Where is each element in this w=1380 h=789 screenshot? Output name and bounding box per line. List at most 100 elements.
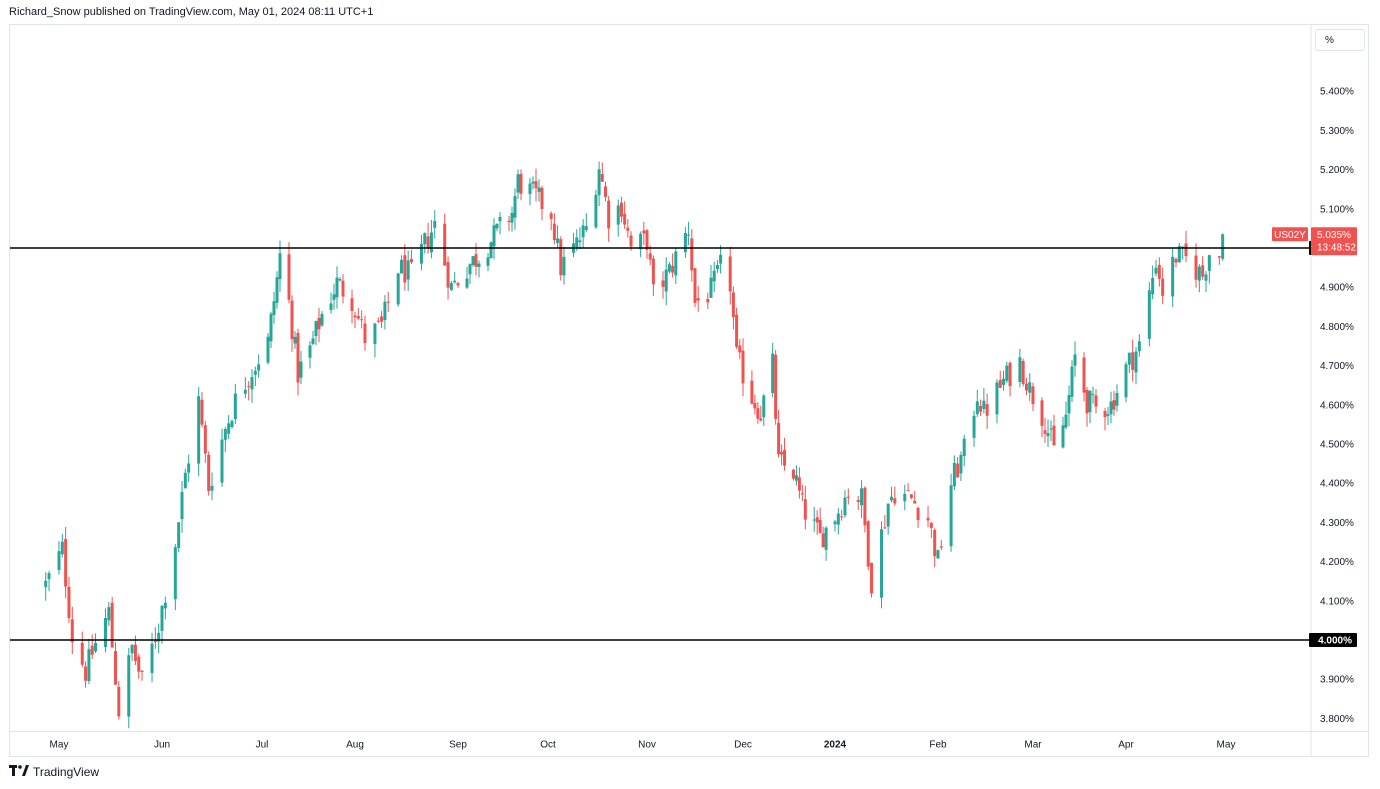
candle-body[interactable] [998, 379, 1002, 388]
candle-body[interactable] [465, 278, 469, 288]
candle-body[interactable] [250, 377, 254, 390]
candle-body[interactable] [1046, 433, 1050, 437]
candle-body[interactable] [180, 491, 184, 520]
candle-body[interactable] [1103, 411, 1107, 418]
candle-body[interactable] [44, 580, 48, 588]
candle-body[interactable] [350, 298, 354, 311]
candle-body[interactable] [363, 323, 367, 344]
candle-body[interactable] [1024, 383, 1028, 391]
candle-body[interactable] [797, 477, 801, 491]
candle-body[interactable] [578, 240, 582, 243]
candle-body[interactable] [498, 216, 502, 222]
candle-body[interactable] [1064, 414, 1068, 428]
candle-body[interactable] [433, 220, 437, 228]
candle-body[interactable] [1021, 361, 1025, 384]
candle-body[interactable] [889, 496, 893, 501]
candle-body[interactable] [626, 227, 630, 231]
candle-body[interactable] [893, 498, 897, 504]
candle-body[interactable] [794, 475, 798, 481]
candle-body[interactable] [929, 522, 933, 528]
candle-body[interactable] [290, 300, 294, 339]
candle-body[interactable] [67, 586, 71, 618]
candle-body[interactable] [137, 656, 141, 672]
candle-body[interactable] [642, 230, 646, 234]
candle-body[interactable] [409, 258, 413, 263]
candle-body[interactable] [419, 243, 423, 264]
candle-body[interactable] [818, 519, 822, 534]
candle-body[interactable] [1154, 267, 1158, 274]
candle-body[interactable] [1018, 357, 1022, 383]
candle-body[interactable] [594, 194, 598, 228]
candle-body[interactable] [210, 485, 214, 491]
candle-body[interactable] [952, 462, 956, 487]
candle-body[interactable] [866, 521, 870, 567]
candle-body[interactable] [426, 236, 430, 248]
candle-body[interactable] [906, 490, 910, 492]
candle-body[interactable] [791, 469, 795, 479]
candle-body[interactable] [311, 338, 315, 345]
candle-body[interactable] [1147, 290, 1151, 339]
candle-body[interactable] [477, 263, 481, 267]
candle-body[interactable] [671, 265, 675, 273]
candle-body[interactable] [1151, 278, 1155, 295]
candle-body[interactable] [335, 277, 339, 298]
candle-body[interactable] [353, 315, 357, 318]
candle-body[interactable] [329, 303, 333, 310]
candle-body[interactable] [200, 399, 204, 425]
candle-body[interactable] [540, 187, 544, 210]
candle-body[interactable] [821, 533, 825, 548]
candle-body[interactable] [230, 421, 234, 428]
candle-body[interactable] [332, 294, 336, 300]
candle-body[interactable] [207, 454, 211, 492]
candle-body[interactable] [183, 472, 187, 489]
candle-body[interactable] [94, 642, 98, 652]
candle-body[interactable] [299, 361, 303, 378]
candle-body[interactable] [113, 651, 117, 685]
candle-body[interactable] [80, 642, 84, 665]
candle-body[interactable] [173, 547, 177, 600]
candle-body[interactable] [933, 529, 937, 557]
candle-body[interactable] [528, 183, 532, 194]
candle-body[interactable] [117, 686, 121, 717]
candle-body[interactable] [735, 314, 739, 347]
candle-body[interactable] [1106, 414, 1110, 416]
candle-body[interactable] [308, 345, 312, 358]
candle-body[interactable] [556, 238, 560, 243]
candle-body[interactable] [1127, 352, 1131, 365]
candle-body[interactable] [507, 220, 511, 223]
candle-body[interactable] [783, 449, 787, 466]
candle-body[interactable] [985, 404, 989, 416]
candle-body[interactable] [383, 301, 387, 321]
candle-body[interactable] [1174, 258, 1178, 263]
candle-body[interactable] [266, 336, 270, 363]
candle-body[interactable] [243, 389, 247, 394]
candle-body[interactable] [759, 418, 763, 421]
candle-body[interactable] [824, 527, 828, 550]
candle-body[interactable] [780, 451, 784, 455]
candle-body[interactable] [474, 254, 478, 267]
candle-body[interactable] [1115, 392, 1119, 406]
candle-body[interactable] [846, 496, 850, 498]
candle-body[interactable] [728, 256, 732, 292]
candle-body[interactable] [47, 573, 51, 580]
candle-body[interactable] [453, 280, 457, 283]
candle-body[interactable] [926, 517, 930, 521]
candle-body[interactable] [995, 382, 999, 415]
candle-body[interactable] [549, 213, 553, 219]
candle-body[interactable] [674, 251, 678, 276]
candle-body[interactable] [597, 169, 601, 196]
candle-body[interactable] [687, 234, 691, 236]
candle-body[interactable] [197, 396, 201, 464]
candle-body[interactable] [1194, 255, 1198, 280]
candle-body[interactable] [320, 313, 324, 326]
candle-body[interactable] [777, 422, 781, 455]
candle-body[interactable] [275, 277, 279, 303]
candle-body[interactable] [486, 257, 490, 266]
candle-body[interactable] [1157, 264, 1161, 279]
candle-body[interactable] [575, 237, 579, 248]
candle-body[interactable] [1204, 274, 1208, 281]
candle-body[interactable] [715, 264, 719, 270]
candle-body[interactable] [386, 301, 390, 303]
candle-body[interactable] [373, 323, 377, 344]
candle-body[interactable] [519, 173, 523, 194]
